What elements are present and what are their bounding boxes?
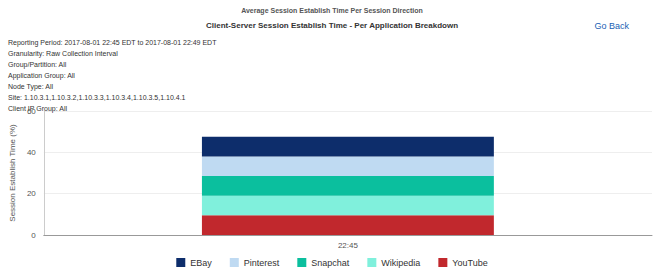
svg-text:Reporting Period: 2017-08-01 2: Reporting Period: 2017-08-01 22:45 EDT t… xyxy=(8,39,217,47)
svg-text:Client IP Group: All: Client IP Group: All xyxy=(8,105,67,113)
svg-text:0: 0 xyxy=(31,231,36,240)
svg-text:EBay: EBay xyxy=(190,258,212,268)
svg-text:Node Type: All: Node Type: All xyxy=(8,83,53,91)
svg-text:20: 20 xyxy=(27,189,36,198)
svg-text:Group/Partition: All: Group/Partition: All xyxy=(8,61,67,69)
svg-text:YouTube: YouTube xyxy=(452,258,487,268)
svg-text:Wikipedia: Wikipedia xyxy=(381,258,420,268)
svg-text:Go Back: Go Back xyxy=(594,21,629,31)
svg-text:Pinterest: Pinterest xyxy=(244,258,280,268)
svg-text:Granularity: Raw Collection In: Granularity: Raw Collection Interval xyxy=(8,50,118,58)
svg-text:Snapchat: Snapchat xyxy=(311,258,350,268)
svg-text:Session Establish Time (%): Session Establish Time (%) xyxy=(8,124,17,222)
svg-text:Application Group: All: Application Group: All xyxy=(8,72,75,80)
svg-text:22:45: 22:45 xyxy=(338,241,359,250)
svg-text:Site: 1.10.3.1,1.10.3.2,1.10.3: Site: 1.10.3.1,1.10.3.2,1.10.3.3,1.10.3.… xyxy=(8,94,186,101)
svg-text:40: 40 xyxy=(27,148,36,157)
svg-text:Average Session Establish Time: Average Session Establish Time Per Sessi… xyxy=(241,7,423,15)
svg-text:Client-Server Session Establis: Client-Server Session Establish Time - P… xyxy=(206,21,458,30)
